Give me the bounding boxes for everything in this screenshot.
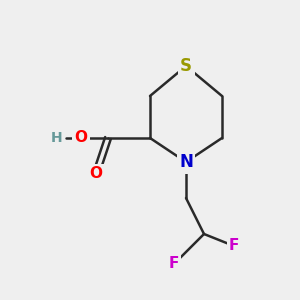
Text: F: F — [169, 256, 179, 272]
Text: O: O — [74, 130, 88, 146]
Text: O: O — [89, 167, 103, 182]
Text: S: S — [180, 57, 192, 75]
Text: F: F — [229, 238, 239, 253]
Text: H: H — [51, 131, 63, 145]
Text: N: N — [179, 153, 193, 171]
